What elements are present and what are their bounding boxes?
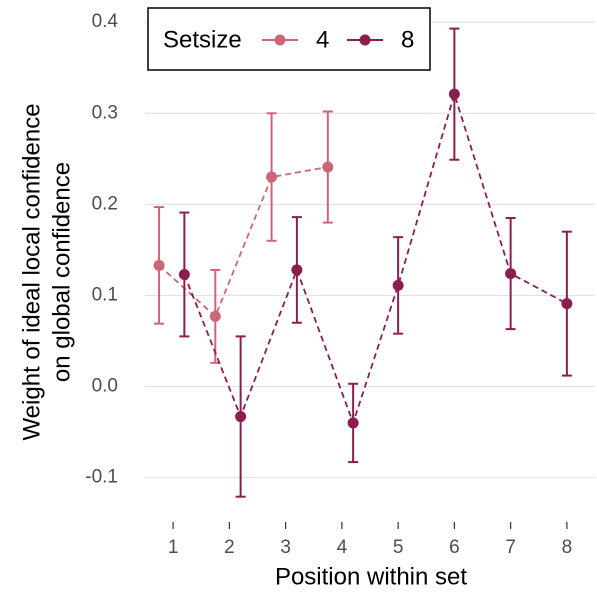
- y-axis-title-line: Weight of ideal local confidence: [18, 103, 45, 440]
- y-tick-label: 0.2: [92, 193, 118, 214]
- point: [347, 417, 359, 429]
- point: [505, 268, 517, 280]
- point: [392, 279, 404, 291]
- legend: Setsize 4 8: [147, 7, 431, 71]
- x-tick-label: 4: [337, 537, 348, 558]
- point: [448, 88, 460, 100]
- y-tick-label: 0.0: [92, 376, 118, 397]
- point: [291, 264, 303, 276]
- point: [178, 268, 190, 280]
- x-tick-label: 6: [449, 537, 460, 558]
- legend-title: Setsize: [163, 26, 242, 53]
- x-tick-label: 8: [562, 537, 573, 558]
- point: [266, 171, 278, 183]
- legend-label: 8: [401, 26, 414, 53]
- point: [561, 298, 573, 310]
- y-tick-label: 0.3: [92, 102, 118, 123]
- y-tick-label: -0.1: [85, 467, 118, 488]
- series-line: [158, 166, 328, 318]
- legend-label: 4: [316, 26, 329, 53]
- x-tick-label: 3: [280, 537, 291, 558]
- y-tick-label: 0.4: [92, 11, 119, 32]
- point: [153, 259, 165, 271]
- y-tick-label: 0.1: [92, 284, 118, 305]
- y-axis-title-line: on global confidence: [48, 162, 75, 382]
- point: [322, 161, 334, 173]
- point: [209, 310, 221, 322]
- x-axis-title: Position within set: [275, 563, 467, 590]
- grid: [145, 21, 595, 479]
- point: [235, 411, 247, 423]
- series-line: [183, 91, 568, 426]
- x-tick-label: 5: [393, 537, 404, 558]
- legend-key-point: [274, 34, 286, 46]
- x-tick-label: 2: [224, 537, 235, 558]
- y-axis-title: Weight of ideal local confidence on glob…: [18, 103, 75, 440]
- x-tick-label: 7: [505, 537, 516, 558]
- x-tick-label: 1: [168, 537, 179, 558]
- legend-key-point: [359, 34, 371, 46]
